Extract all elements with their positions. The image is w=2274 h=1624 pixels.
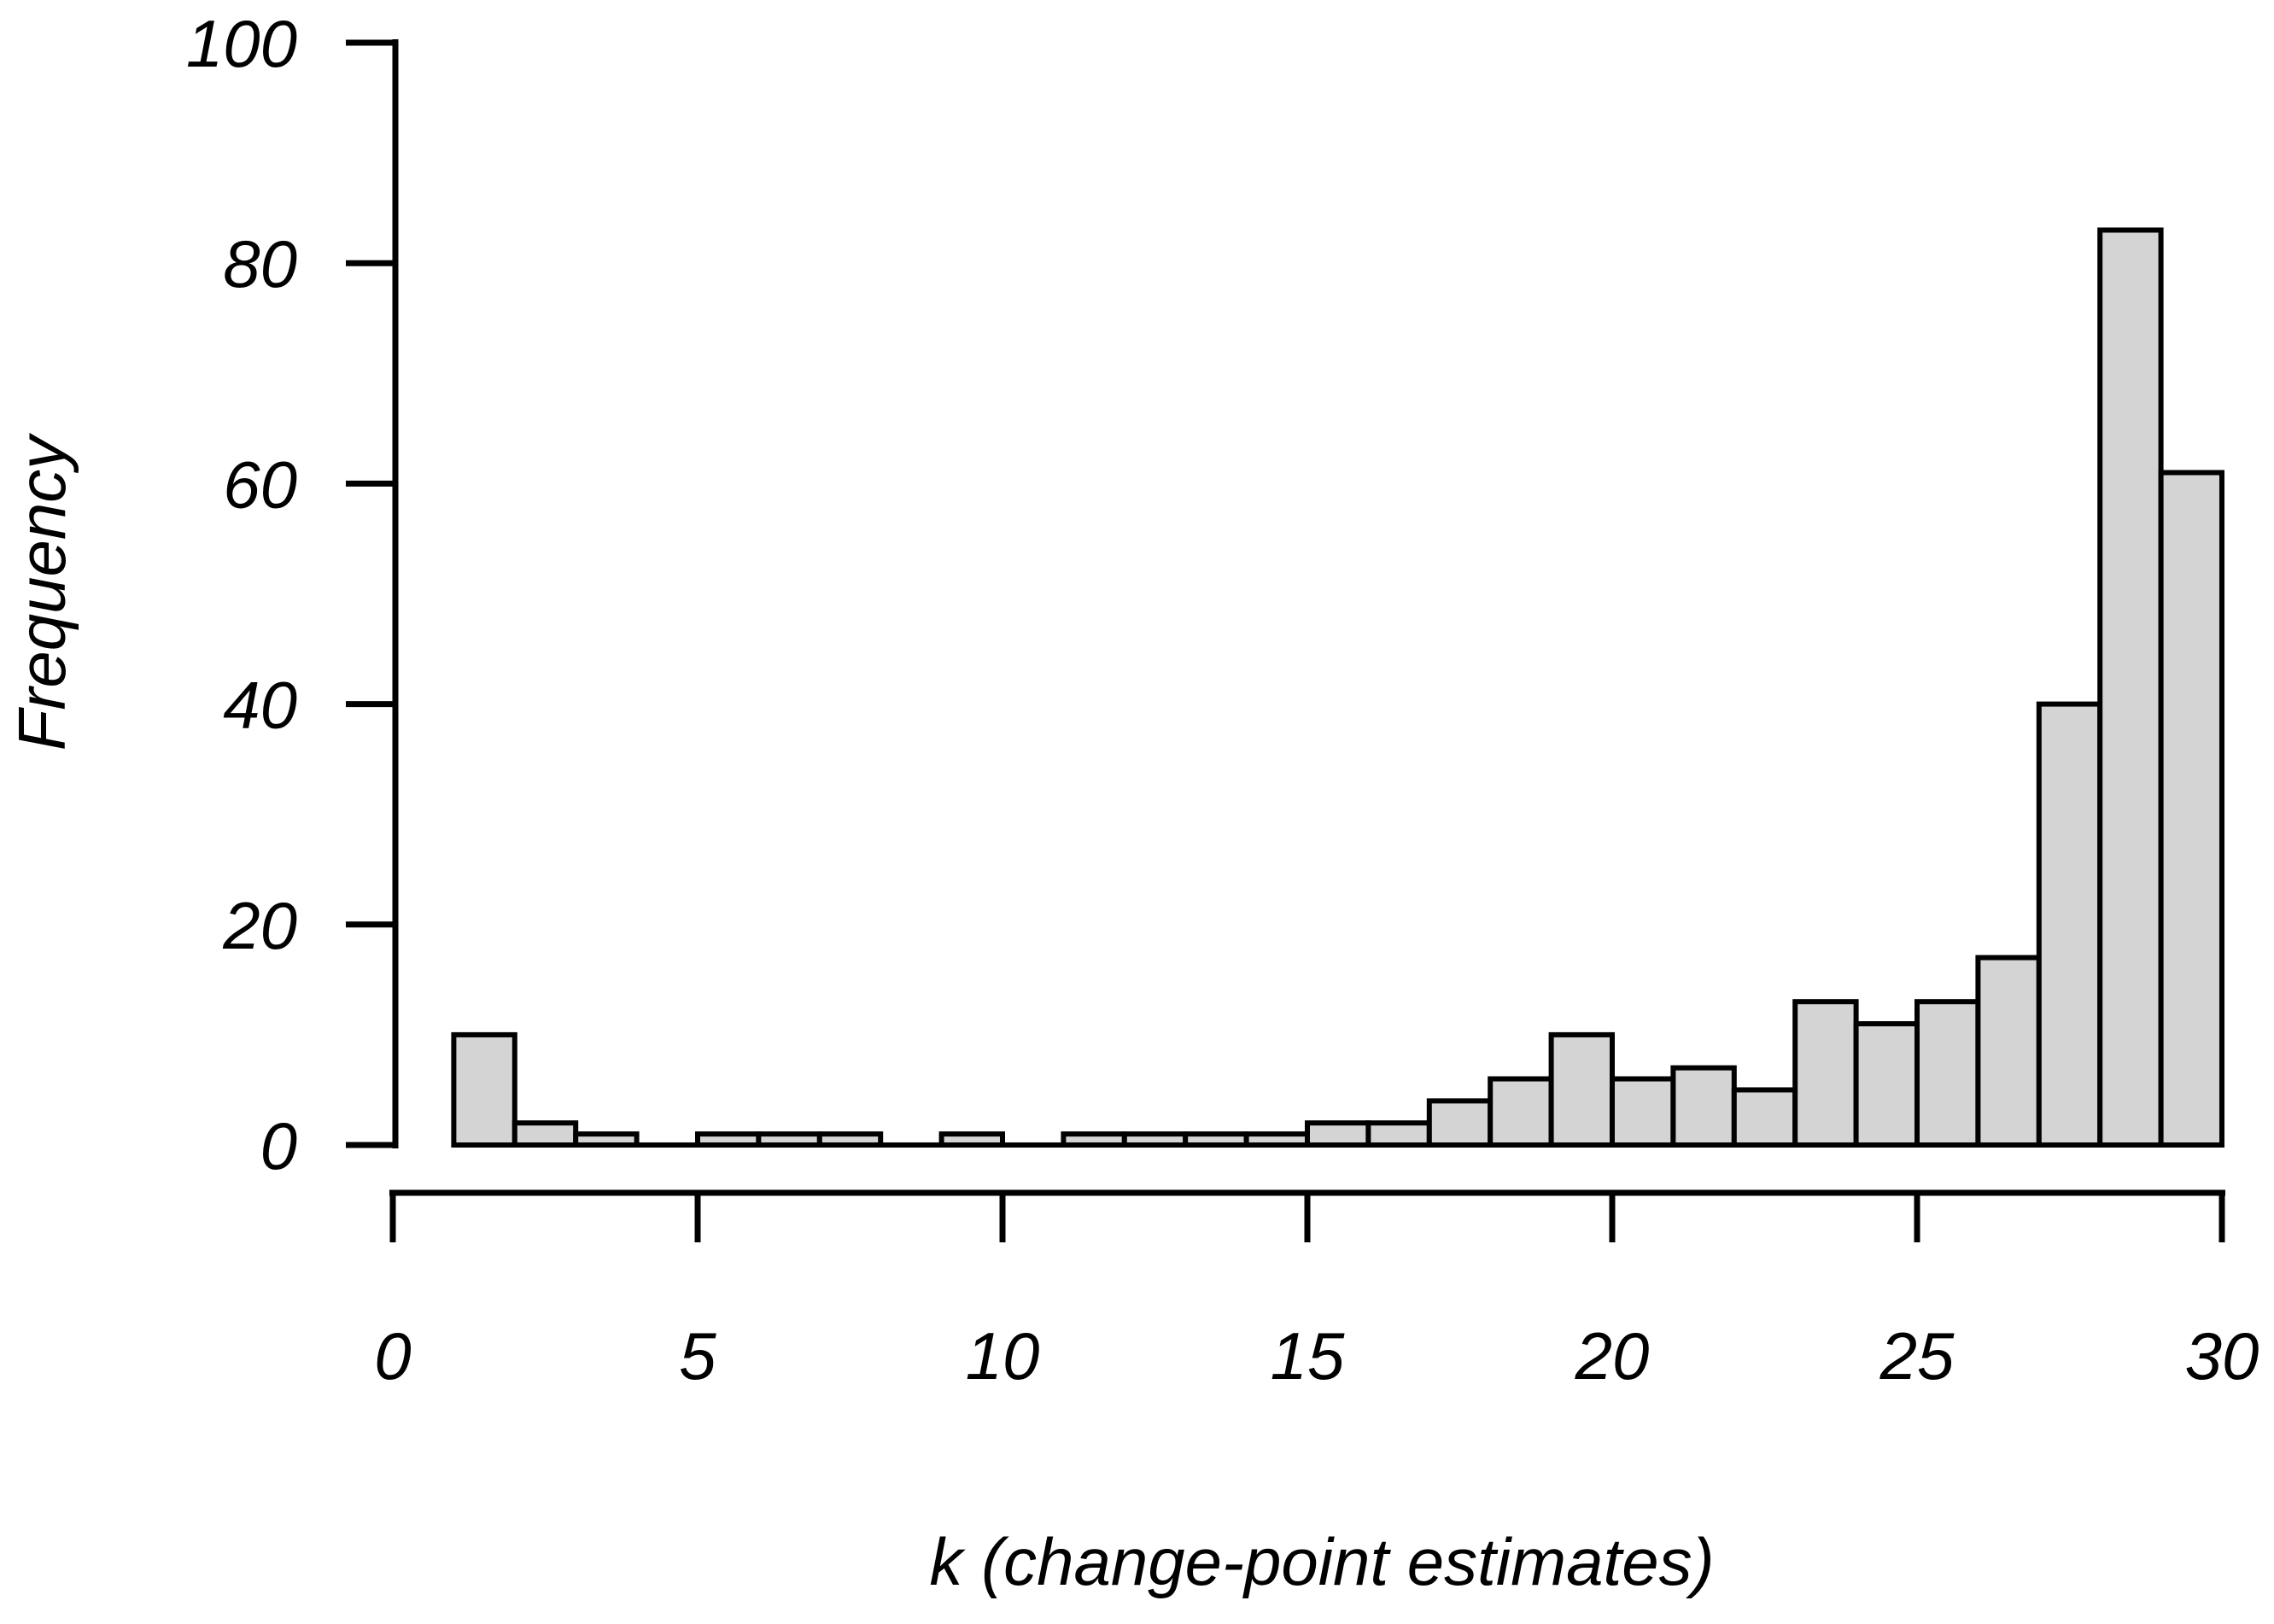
histogram-bar — [1365, 1120, 1432, 1148]
histogram-bar — [1670, 1065, 1737, 1148]
histogram-bar — [1121, 1131, 1189, 1148]
x-tick-label: 15 — [1271, 1318, 1345, 1393]
histogram-bar — [938, 1131, 1005, 1148]
x-tick-label: 5 — [679, 1318, 716, 1393]
histogram-bar — [2097, 227, 2164, 1148]
y-tick-label: 20 — [222, 888, 297, 963]
histogram-bar — [1548, 1031, 1615, 1148]
axes-layer: 0 20 40 60 80 100 0 5 10 15 20 25 30 — [186, 6, 2259, 1393]
y-tick-label: 100 — [186, 6, 297, 81]
x-tick-label: 10 — [966, 1318, 1040, 1393]
histogram-bar — [1061, 1131, 1127, 1148]
histogram-bar — [512, 1120, 579, 1148]
y-tick-label: 80 — [223, 226, 297, 301]
histogram-bar — [1731, 1087, 1798, 1148]
x-tick-label: 20 — [1575, 1318, 1650, 1393]
histogram-bar — [2036, 701, 2103, 1148]
histogram-bar — [695, 1131, 762, 1148]
x-tick-label: 0 — [374, 1318, 411, 1393]
y-tick-label: 0 — [260, 1108, 297, 1183]
x-tick-label: 30 — [2185, 1318, 2259, 1393]
histogram-bar — [816, 1131, 884, 1148]
x-tick-label: 25 — [1879, 1318, 1955, 1393]
histogram-bar — [1183, 1131, 1249, 1148]
histogram-bar — [1610, 1076, 1676, 1148]
y-tick-label: 40 — [223, 668, 297, 743]
histogram-bar — [1426, 1098, 1494, 1148]
histogram-bar — [1853, 1020, 1920, 1148]
histogram-bar — [756, 1131, 822, 1148]
histogram-bar — [1792, 999, 1859, 1148]
y-tick-label: 60 — [223, 447, 297, 522]
bars-layer — [451, 227, 2225, 1148]
histogram-bar — [1975, 955, 2042, 1148]
histogram-bar — [1914, 999, 1981, 1148]
x-axis-title: k (change-point estimates) — [929, 1524, 1714, 1599]
histogram-bar — [1488, 1076, 1554, 1148]
histogram-bar — [1305, 1120, 1371, 1148]
histogram-bar — [1243, 1131, 1310, 1148]
histogram-bar — [451, 1031, 517, 1148]
histogram-bar — [2158, 470, 2225, 1148]
histogram-bar — [573, 1131, 640, 1148]
y-axis-title: Frequency — [4, 433, 79, 751]
